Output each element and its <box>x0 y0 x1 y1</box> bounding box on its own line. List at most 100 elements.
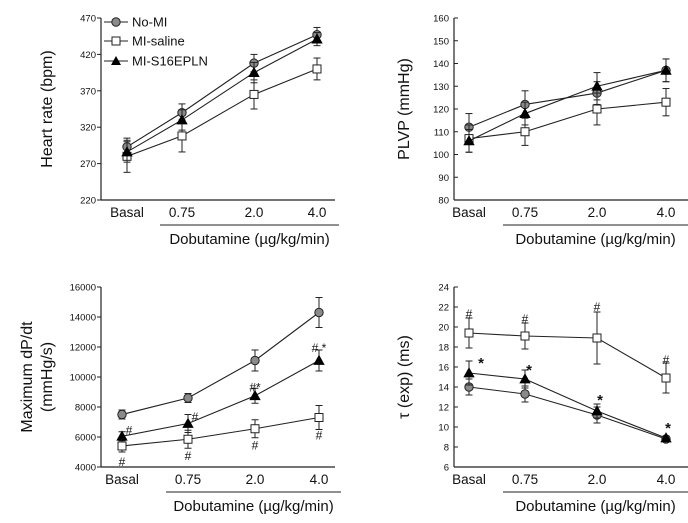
series-line-circle <box>468 386 667 440</box>
x-tick-label: 0.75 <box>512 205 538 220</box>
series-line-square <box>126 68 318 157</box>
y-tick-label: 130 <box>433 82 449 93</box>
series-line-circle <box>468 69 667 128</box>
significance-mark: * <box>665 420 671 437</box>
legend-marker-square <box>111 36 121 46</box>
data-point-triangle <box>176 114 188 125</box>
y-tick-label: 140 <box>433 59 449 70</box>
data-point-circle <box>520 389 530 399</box>
x-tick-label: 0.75 <box>169 205 195 220</box>
x-tick-label: 4.0 <box>310 472 329 487</box>
series-line-triangle <box>126 38 318 153</box>
y-tick-label: 16 <box>438 363 449 374</box>
y-axis-title: PLVP (mmHg) <box>396 58 413 160</box>
y-tick-label: 12 <box>438 403 449 414</box>
series-line-square <box>468 101 667 140</box>
data-point-square <box>592 333 602 343</box>
legend-label: MI-S16EPLN <box>132 54 208 69</box>
data-point-triangle <box>313 354 325 365</box>
significance-mark: * <box>478 355 484 372</box>
data-point-square <box>661 373 671 383</box>
data-point-triangle <box>591 80 603 91</box>
significance-mark: # <box>126 423 133 437</box>
data-point-triangle <box>519 107 531 118</box>
y-tick-label: 470 <box>80 14 96 25</box>
data-point-triangle <box>591 405 603 416</box>
y-tick-label: 20 <box>438 323 449 334</box>
x-tick-label: 2.0 <box>588 205 607 220</box>
series-line-circle <box>126 34 318 148</box>
data-point-triangle <box>248 66 260 77</box>
x-tick-label: Basal <box>110 205 144 220</box>
significance-mark: * <box>526 362 532 379</box>
series-line-square <box>468 332 667 379</box>
significance-mark: * <box>597 392 603 409</box>
data-point-square <box>464 328 474 338</box>
series-line-circle <box>121 312 320 416</box>
data-point-triangle <box>182 417 194 428</box>
y-tick-label: 150 <box>433 36 449 47</box>
y-tick-label: 16000 <box>70 283 96 294</box>
y-tick-label: 80 <box>438 196 449 207</box>
y-tick-label: 18 <box>438 343 449 354</box>
y-tick-label: 120 <box>433 105 449 116</box>
x-axis-title: Dobutamine (µg/kg/min) <box>169 231 329 248</box>
significance-mark: # <box>119 455 126 469</box>
legend-marker-circle <box>111 17 121 27</box>
y-tick-label: 110 <box>434 127 449 138</box>
significance-mark: # <box>185 449 192 463</box>
data-point-triangle <box>660 64 672 75</box>
y-axis-title: τ (exp) (ms) <box>396 335 413 419</box>
data-point-circle <box>314 307 324 318</box>
y-tick-label: 420 <box>80 50 96 61</box>
x-axis-title: Dobutamine (µg/kg/min) <box>515 231 675 248</box>
series-line-triangle <box>468 372 667 439</box>
x-tick-label: 0.75 <box>512 472 538 487</box>
data-point-square <box>312 64 322 74</box>
data-point-triangle <box>116 430 128 441</box>
x-tick-label: Basal <box>452 472 486 487</box>
significance-mark: #* <box>249 381 261 395</box>
significance-mark: # <box>522 312 529 326</box>
y-tick-label: 6000 <box>75 433 96 444</box>
y-tick-label: 8000 <box>75 403 96 414</box>
y-tick-label: 4000 <box>75 463 96 474</box>
y-tick-label: 12000 <box>70 343 96 354</box>
y-axis-title: Heart rate (bpm) <box>39 50 56 167</box>
x-tick-label: 4.0 <box>657 205 676 220</box>
data-point-square <box>520 331 530 341</box>
data-point-triangle <box>121 146 133 157</box>
x-tick-label: 4.0 <box>308 205 327 220</box>
data-point-circle <box>250 355 260 366</box>
data-point-triangle <box>660 432 672 443</box>
data-point-square <box>592 104 602 114</box>
x-tick-label: 0.75 <box>175 472 201 487</box>
y-tick-label: 160 <box>433 14 449 25</box>
y-tick-label: 22 <box>438 303 449 314</box>
data-point-triangle <box>311 33 323 44</box>
x-tick-label: Basal <box>105 472 139 487</box>
series-line-triangle <box>121 360 320 437</box>
y-tick-label: 14 <box>438 383 449 394</box>
y-tick-label: 90 <box>438 173 449 184</box>
data-point-square <box>520 127 530 137</box>
significance-mark: # <box>594 300 601 314</box>
x-tick-label: 2.0 <box>588 472 607 487</box>
y-tick-label: 100 <box>433 150 449 161</box>
panel-heart-rate: 220 270 320 370 420 470 Basal 0.75 2.0 4.0 Dobutam… <box>39 14 339 248</box>
significance-mark: # <box>252 438 259 452</box>
legend-label: MI-saline <box>132 34 185 49</box>
y-tick-label: 220 <box>80 196 96 207</box>
data-point-triangle <box>463 135 475 146</box>
y-tick-label: 370 <box>80 86 96 97</box>
series-line-triangle <box>468 69 667 142</box>
series-line-square <box>121 416 320 447</box>
y-tick-label: 6 <box>444 463 449 474</box>
significance-mark: # <box>192 410 199 424</box>
data-point-triangle <box>463 367 475 378</box>
x-axis-title: Dobutamine (µg/kg/min) <box>173 498 333 515</box>
data-point-triangle <box>249 389 261 401</box>
data-point-square <box>177 131 187 141</box>
data-point-circle <box>183 393 193 403</box>
